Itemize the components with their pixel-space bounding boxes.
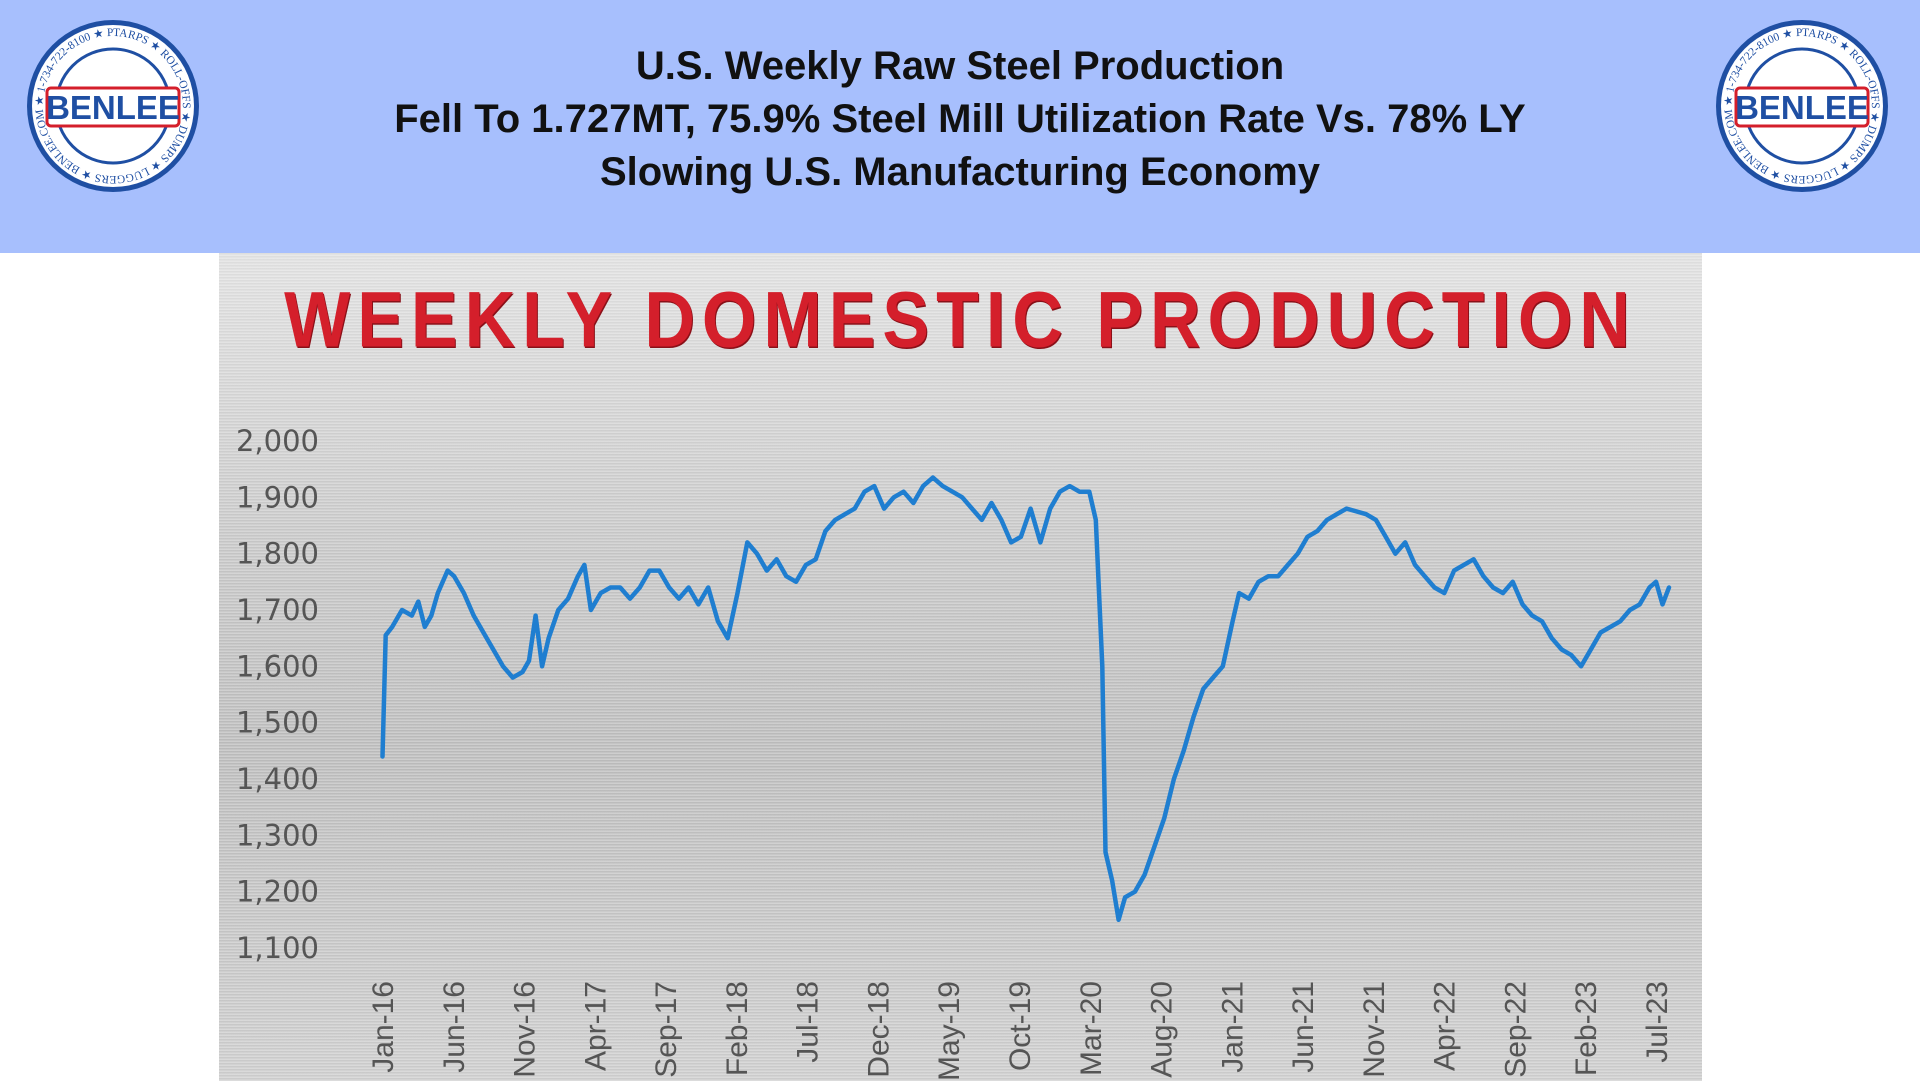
x-tick-label: Feb-18 [721, 981, 754, 1076]
x-tick-label: Jun-16 [438, 981, 471, 1073]
benlee-logo-right: TARPS ★ ROLL-OFFS ★ DUMPS ★ LUGGERS ★ BE… [1714, 18, 1888, 192]
x-tick-label: Mar-20 [1075, 981, 1108, 1076]
x-tick-label: Apr-22 [1429, 981, 1462, 1071]
benlee-logo-left: TARPS ★ ROLL-OFFS ★ DUMPS ★ LUGGERS ★ BE… [25, 18, 199, 192]
y-tick-label: 1,300 [236, 818, 319, 852]
headline-line-3: Slowing U.S. Manufacturing Economy [599, 150, 1321, 194]
chart-panel: WEEKLY DOMESTIC PRODUCTION 2,000 1,900 1,8… [219, 253, 1702, 1081]
headline-line-2: Fell To 1.727MT, 75.9% Steel Mill Utiliz… [394, 97, 1526, 141]
x-tick-label: Oct-19 [1004, 981, 1037, 1071]
x-tick-label: Jul-18 [792, 981, 825, 1063]
x-tick-label: Jan-21 [1216, 981, 1249, 1073]
x-tick-label: Nov-21 [1358, 981, 1391, 1078]
x-tick-label: Aug-20 [1146, 981, 1179, 1078]
y-tick-label: 1,200 [236, 875, 319, 909]
series-layer [380, 475, 1672, 923]
x-tick-label: Feb-23 [1570, 981, 1603, 1076]
x-tick-label: Nov-16 [509, 981, 542, 1078]
x-tick-label: Dec-18 [862, 981, 895, 1078]
headline: U.S. Weekly Raw Steel Production Fell To… [260, 40, 1660, 199]
y-tick-label: 2,000 [236, 424, 319, 458]
headline-line-1: U.S. Weekly Raw Steel Production [635, 44, 1285, 88]
y-axis: 2,000 1,900 1,800 1,700 1,600 1,500 1,400 1,300… [236, 424, 319, 965]
y-tick-label: 1,900 [236, 480, 319, 514]
logo-brand-text: BENLEE [1735, 89, 1869, 126]
x-tick-label: May-19 [933, 981, 966, 1081]
series-line [380, 475, 1672, 923]
x-tick-label: Sep-17 [650, 981, 683, 1078]
x-tick-label: Jan-16 [367, 981, 400, 1073]
x-axis: Jan-16 Jun-16 Nov-16 Apr-17 Sep-17 Feb-18 Jul-… [367, 981, 1674, 1081]
y-tick-label: 1,700 [236, 593, 319, 627]
x-tick-label: Jul-23 [1641, 981, 1674, 1063]
y-tick-label: 1,800 [236, 537, 319, 571]
x-tick-label: Jun-21 [1287, 981, 1320, 1073]
x-tick-label: Apr-17 [579, 981, 612, 1071]
y-tick-label: 1,400 [236, 762, 319, 796]
y-tick-label: 1,500 [236, 706, 319, 740]
x-tick-label: Sep-22 [1499, 981, 1532, 1078]
line-chart: 2,000 1,900 1,800 1,700 1,600 1,500 1,400 1,300… [236, 424, 1674, 1081]
header-band [0, 0, 1920, 253]
chart-title: WEEKLY DOMESTIC PRODUCTION [284, 276, 1637, 364]
y-tick-label: 1,600 [236, 649, 319, 683]
y-tick-label: 1,100 [236, 931, 319, 965]
logo-brand-text: BENLEE [46, 89, 180, 126]
